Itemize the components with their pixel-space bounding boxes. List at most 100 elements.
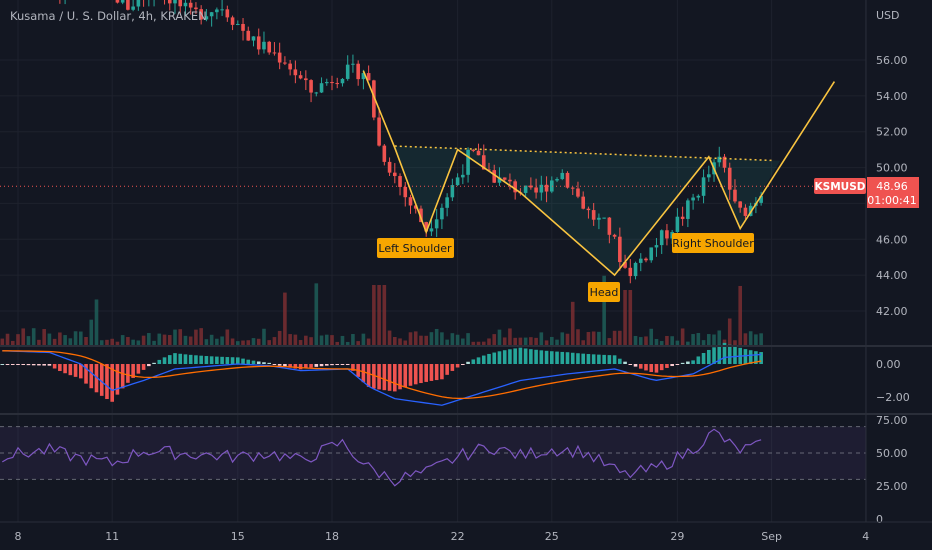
macd-histogram-bar [570, 352, 575, 364]
macd-tick-label: −2.00 [876, 391, 910, 404]
macd-histogram-bar [659, 364, 664, 371]
macd-histogram-bar [455, 364, 460, 368]
macd-histogram-bar [21, 364, 26, 365]
macd-histogram-bar [628, 364, 633, 365]
volume-bar [513, 337, 517, 345]
macd-histogram-bar [152, 362, 156, 364]
volume-bar [707, 334, 711, 345]
candle-body [419, 208, 423, 223]
volume-bar [37, 339, 41, 345]
volume-bar [450, 333, 455, 345]
candle-body [424, 222, 428, 232]
volume-bar [727, 318, 732, 345]
volume-bar [481, 341, 486, 345]
rsi-tick-label: 50.00 [876, 447, 908, 460]
volume-bar [0, 338, 5, 345]
macd-tick-label: 0.00 [876, 358, 901, 371]
volume-bar [508, 328, 512, 345]
time-axis[interactable]: 8 11 15 18 22 25 29 Sep 4 [15, 530, 870, 543]
macd-histogram-bar [445, 364, 449, 375]
volume-bar [345, 341, 350, 345]
macd-histogram-bar [324, 364, 329, 366]
volume-bar [743, 333, 748, 345]
macd-histogram-bar [110, 364, 114, 402]
candle-body [335, 83, 340, 85]
candle-body [597, 217, 601, 220]
volume-bar [16, 334, 20, 345]
macd-histogram-bar [497, 351, 502, 364]
head-label: Head [588, 282, 620, 302]
price-tick-label: 52.00 [876, 126, 908, 139]
candle-body [649, 247, 654, 261]
volume-bar [644, 336, 648, 345]
candle-body [638, 258, 643, 263]
candle-body [309, 80, 313, 93]
volume-bar [502, 337, 507, 345]
macd-histogram-bar [120, 364, 125, 389]
candle-body [743, 207, 748, 216]
volume-bar [560, 332, 565, 345]
volume-bar [759, 333, 763, 345]
macd-histogram-bar [167, 355, 172, 364]
volume-bar [319, 335, 324, 345]
volume-bar [429, 332, 434, 345]
macd-histogram-bar [727, 344, 732, 364]
volume-bar [497, 329, 502, 345]
volume-bar [754, 334, 758, 345]
candle-body [267, 41, 271, 53]
candle-body [330, 82, 334, 84]
volume-bar [183, 335, 188, 345]
macd-histogram-bar [581, 353, 585, 364]
volume-bar [445, 339, 449, 345]
macd-histogram-bar [513, 348, 517, 364]
macd-histogram-bar [293, 364, 298, 369]
volume-bar [31, 328, 36, 345]
chart-title: Kusama / U. S. Dollar, 4h, KRAKEN [10, 9, 207, 23]
right-shoulder-label: Right Shoulder [672, 233, 754, 253]
volume-bar [194, 329, 198, 345]
volume-bar [141, 335, 146, 345]
macd-histogram-bar [0, 364, 5, 365]
candle-body [194, 7, 198, 10]
macd-histogram-bar [712, 347, 716, 364]
rsi-pane: 75.00 50.00 25.00 0 [0, 414, 908, 526]
macd-histogram-bar [539, 350, 544, 364]
candle-body [361, 73, 366, 80]
time-tick-label: 18 [325, 530, 339, 543]
macd-histogram-bar [461, 364, 465, 365]
price-tick-label: 44.00 [876, 269, 908, 282]
macd-histogram-bar [236, 357, 240, 364]
macd-histogram-bar [298, 364, 303, 370]
volume-bar [466, 333, 470, 345]
macd-histogram-bar [623, 361, 627, 364]
volume-bar [434, 328, 439, 345]
volume-bar [576, 329, 580, 345]
macd-histogram-bar [10, 364, 15, 365]
macd-histogram-bar [429, 364, 434, 381]
rsi-tick-label: 75.00 [876, 414, 908, 427]
candle-body [167, 0, 172, 4]
volume-bar [591, 331, 596, 345]
macd-histogram-bar [586, 354, 591, 364]
volume-bar [675, 340, 680, 345]
pattern-line [362, 70, 836, 277]
rsi-tick-label: 0 [876, 513, 883, 526]
volume-bar [696, 333, 701, 345]
candle-body [340, 78, 345, 84]
volume-bar [534, 337, 538, 345]
volume-bar [738, 285, 742, 345]
candle-body [293, 69, 298, 76]
candle-body [539, 184, 544, 193]
right-shoulder-text: Right Shoulder [672, 237, 754, 250]
price-label: KSMUSD 48.96 01:00:41 [814, 177, 919, 208]
candle-body [686, 200, 690, 219]
candle-body [701, 177, 706, 196]
volume-bar [471, 341, 476, 345]
macd-histogram-bar [565, 352, 570, 364]
macd-histogram-bar [220, 356, 224, 364]
candle-body [256, 36, 261, 50]
volume-bar [628, 290, 633, 345]
price-tick-label: 56.00 [876, 54, 908, 67]
macd-histogram-bar [534, 349, 538, 364]
